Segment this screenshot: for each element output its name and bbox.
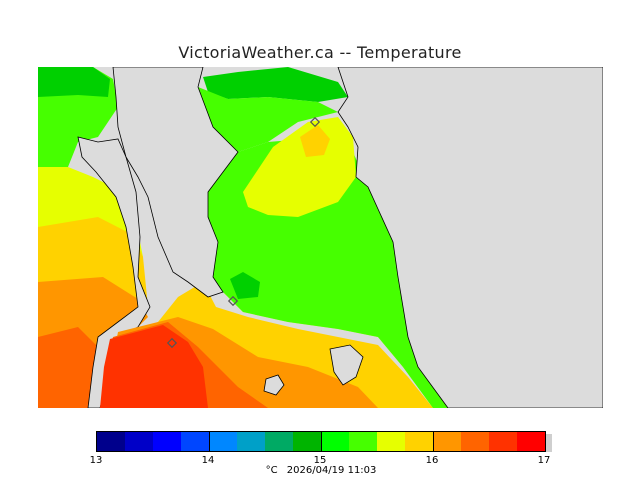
color-bar-cell [349, 432, 377, 451]
timestamp: 2026/04/19 11:03 [286, 465, 377, 476]
color-bar-cell [293, 432, 321, 451]
station-middle [227, 295, 239, 307]
color-bar-cell [265, 432, 293, 451]
west-region [38, 67, 148, 408]
color-bar-cell [97, 432, 125, 451]
mid-green-spot [230, 272, 260, 299]
color-bar [96, 431, 546, 452]
unit-label: °C [265, 465, 278, 476]
color-bar-cell [181, 432, 209, 451]
color-bar-cell [405, 432, 433, 451]
tick-label-13: 13 [89, 455, 103, 466]
station-north [309, 116, 321, 128]
north-band-green [198, 87, 338, 152]
temperature-map [38, 67, 603, 408]
south-band-red [100, 325, 208, 408]
color-bar-shadow [546, 434, 552, 452]
color-bar-cell [377, 432, 405, 451]
color-bar-cell [125, 432, 153, 451]
color-bar-cell [237, 432, 265, 451]
west-band-darkgreen [38, 67, 110, 97]
color-bar-cell [461, 432, 489, 451]
island-small [263, 374, 285, 396]
hotspot-gold [300, 125, 330, 157]
tick-label-16: 16 [425, 455, 439, 466]
north-landmass [112, 67, 239, 298]
west-band-darkorange [38, 327, 98, 408]
tick-label-14: 14 [201, 455, 215, 466]
legend-caption: °C 2026/04/19 11:03 [96, 465, 546, 476]
tick-label-15: 15 [313, 455, 327, 466]
station-south [166, 337, 178, 349]
tick-label-17: 17 [537, 455, 551, 466]
color-bar-cell [321, 432, 349, 451]
color-bar-cell [209, 432, 237, 451]
north-band-darkgreen [203, 67, 348, 102]
color-bar-cell [517, 432, 545, 451]
color-bar-cell [433, 432, 461, 451]
chart-title: VictoriaWeather.ca -- Temperature [178, 43, 462, 62]
color-bar-cell [153, 432, 181, 451]
island-medium [329, 344, 364, 386]
east-landmass [337, 67, 603, 408]
color-bar-cell [489, 432, 517, 451]
central-region [198, 67, 448, 408]
